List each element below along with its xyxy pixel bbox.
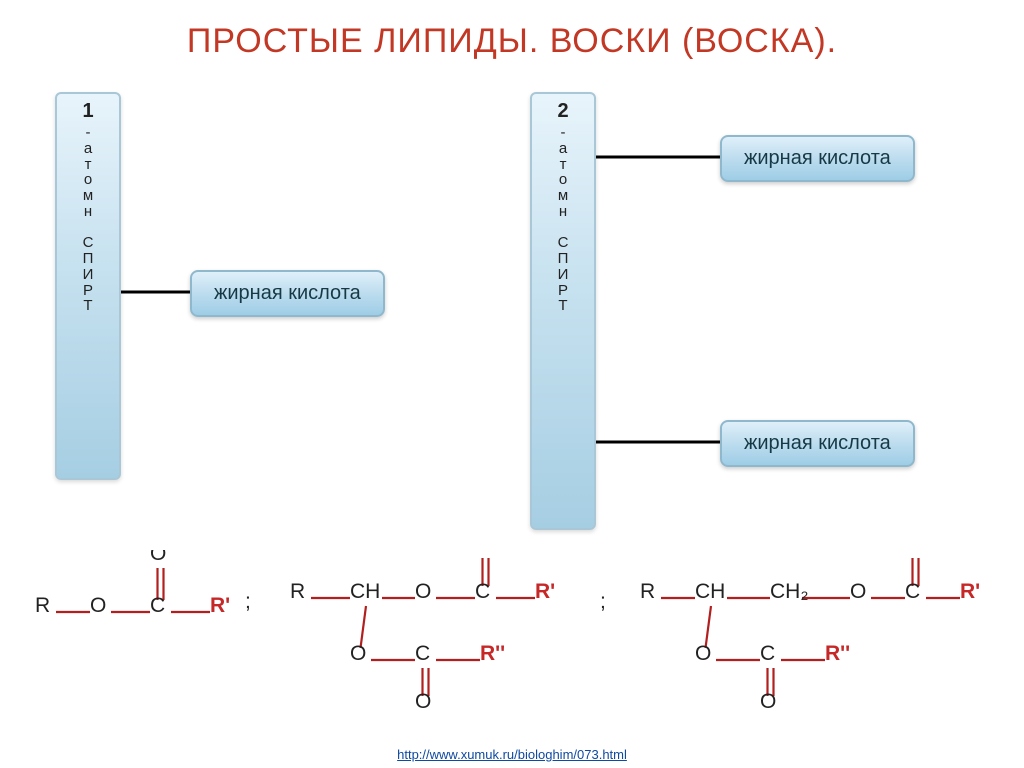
svg-text:O: O xyxy=(905,550,921,555)
source-link: http://www.xumuk.ru/biologhim/073.html xyxy=(0,747,1024,762)
svg-text:O: O xyxy=(150,550,166,565)
svg-text:C: C xyxy=(415,642,430,665)
alcohol-vertical-label: -атомн СПИРТ xyxy=(67,125,109,314)
svg-text:R'': R'' xyxy=(480,642,505,665)
alcohol-box-1: 1-атомн СПИРТ xyxy=(55,92,121,480)
svg-text:O: O xyxy=(350,642,366,665)
svg-text:O: O xyxy=(850,580,866,603)
svg-text:C: C xyxy=(760,642,775,665)
svg-text:CH: CH xyxy=(350,580,380,603)
svg-text:R': R' xyxy=(960,580,980,603)
source-url[interactable]: http://www.xumuk.ru/biologhim/073.html xyxy=(397,747,627,762)
alcohol-number: 1 xyxy=(67,100,109,123)
svg-text:R: R xyxy=(35,594,50,617)
svg-text:R: R xyxy=(640,580,655,603)
formula-mono-ester: ROCOR' ; xyxy=(35,550,265,665)
svg-text:O: O xyxy=(415,580,431,603)
svg-text:CH: CH xyxy=(695,580,725,603)
svg-text:R': R' xyxy=(535,580,555,603)
alcohol-box-2: 2-атомн СПИРТ xyxy=(530,92,596,530)
svg-text:O: O xyxy=(695,642,711,665)
svg-text:O: O xyxy=(415,690,431,710)
svg-text:CH₂: CH₂ xyxy=(770,580,808,603)
svg-text:C: C xyxy=(475,580,490,603)
svg-text:C: C xyxy=(150,594,165,617)
formula-di-ester: RCHOCOR'OCOR'' ; xyxy=(290,550,620,715)
slide-title: ПРОСТЫЕ ЛИПИДЫ. ВОСКИ (ВОСКА). xyxy=(0,22,1024,61)
alcohol-vertical-label: -атомн СПИРТ xyxy=(542,125,584,314)
svg-text:R: R xyxy=(290,580,305,603)
svg-text:O: O xyxy=(760,690,776,710)
svg-text:R': R' xyxy=(210,594,230,617)
svg-text:O: O xyxy=(90,594,106,617)
fatty-acid-box: жирная кислота xyxy=(720,420,915,467)
slide: { "title": { "text": "ПРОСТЫЕ ЛИПИДЫ. ВО… xyxy=(0,0,1024,768)
formula-di-ester-long: R CH CH₂ O C O R' O C O R'' xyxy=(640,550,1020,715)
fatty-acid-box: жирная кислота xyxy=(190,270,385,317)
svg-text:R'': R'' xyxy=(825,642,850,665)
svg-text:O: O xyxy=(475,550,491,555)
alcohol-number: 2 xyxy=(542,100,584,123)
fatty-acid-box: жирная кислота xyxy=(720,135,915,182)
svg-text:C: C xyxy=(905,580,920,603)
